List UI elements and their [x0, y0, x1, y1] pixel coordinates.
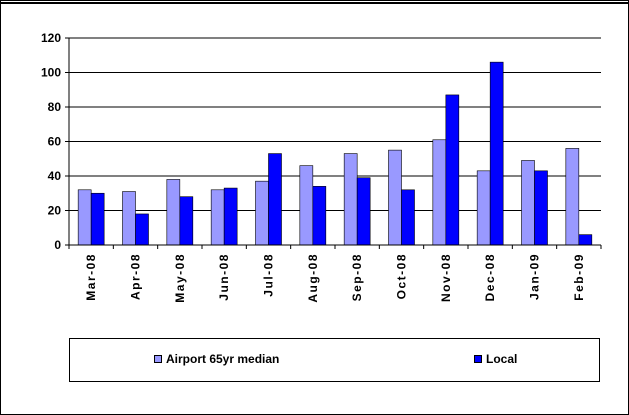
bar-local-Sep-08	[356, 177, 371, 246]
bar-airport-Mar-08	[77, 189, 92, 246]
legend-item-airport: Airport 65yr median	[154, 352, 279, 366]
bar-local-Jan-09	[534, 170, 548, 246]
x-tick-labels: Mar-08 Apr-08 May-08 Jun-08 Jul-08 Aug-08 Sep-…	[84, 253, 586, 303]
legend-label-local: Local	[486, 352, 518, 366]
axes	[65, 37, 602, 249]
legend: Airport 65yr median Local	[69, 338, 600, 382]
bar-airport-May-08	[166, 179, 181, 246]
legend-label-airport: Airport 65yr median	[166, 352, 280, 366]
bar-local-Mar-08	[90, 192, 105, 246]
bar-airport-Oct-08	[388, 149, 402, 246]
bar-airport-Nov-08	[432, 139, 447, 246]
legend-swatch-local	[474, 355, 482, 363]
x-tick-label: Apr-08	[129, 253, 143, 300]
bar-airport-Jun-08	[210, 189, 225, 246]
y-tick-label: 100	[41, 66, 61, 80]
bar-local-Aug-08	[312, 186, 327, 246]
bar-airport-Feb-09	[565, 148, 580, 246]
x-tick-label: Sep-08	[350, 253, 364, 301]
bar-airport-Dec-08	[476, 170, 491, 246]
y-tick-label: 0	[54, 238, 61, 252]
legend-item-local: Local	[474, 352, 517, 366]
y-tick-label: 80	[48, 100, 62, 114]
x-tick-label: May-08	[173, 253, 187, 303]
bar-local-May-08	[179, 196, 194, 246]
bar-local-Dec-08	[489, 61, 504, 246]
x-tick-label: Dec-08	[483, 253, 497, 301]
bar-local-Jun-08	[223, 187, 238, 246]
bar-airport-Sep-08	[343, 153, 358, 246]
x-tick-label: Jul-08	[262, 253, 276, 297]
y-tick-label: 40	[48, 169, 62, 183]
bar-local-Jul-08	[268, 153, 282, 246]
x-tick-label: Oct-08	[395, 253, 409, 299]
bar-local-Feb-09	[578, 234, 593, 246]
y-tick-label: 120	[41, 31, 61, 45]
bar-local-Nov-08	[445, 94, 460, 246]
y-tick-labels: 0 20 40 60 80 100 120	[41, 31, 61, 252]
y-tick-label: 20	[48, 204, 62, 218]
gridlines	[69, 37, 601, 211]
bars	[77, 61, 593, 246]
bar-local-Oct-08	[401, 189, 415, 246]
bar-airport-Jan-09	[521, 160, 535, 246]
x-tick-label: Mar-08	[84, 253, 98, 301]
x-tick-label: Jan-09	[528, 253, 542, 300]
legend-swatch-airport	[154, 355, 162, 363]
bar-airport-Aug-08	[299, 165, 314, 246]
bar-local-Apr-08	[135, 213, 149, 246]
x-tick-label: Nov-08	[439, 253, 453, 302]
top-border-rule	[0, 2, 629, 4]
bar-airport-Apr-08	[122, 191, 136, 246]
x-tick-label: Jun-08	[217, 253, 231, 301]
y-tick-label: 60	[48, 135, 62, 149]
bar-airport-Jul-08	[255, 180, 269, 246]
x-tick-label: Feb-09	[572, 253, 586, 301]
x-tick-label: Aug-08	[306, 253, 320, 303]
